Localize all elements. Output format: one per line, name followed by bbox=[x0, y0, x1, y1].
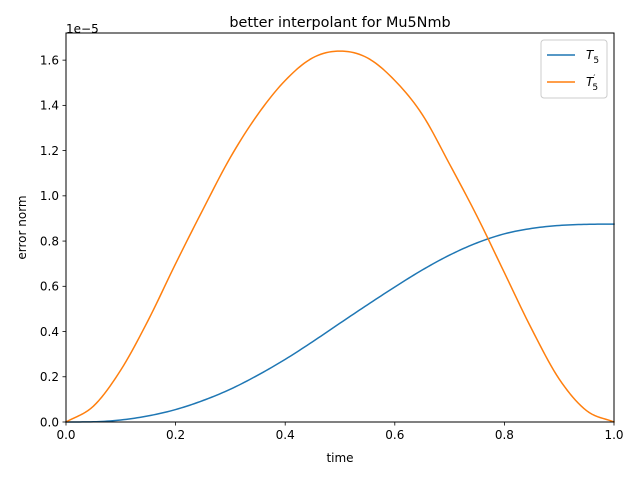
chart-title: better interpolant for Mu5Nmb bbox=[229, 15, 450, 31]
y-tick-label: 0.0 bbox=[40, 415, 59, 429]
x-tick-label: 1.0 bbox=[604, 428, 623, 442]
x-tick-label: 0.4 bbox=[276, 428, 295, 442]
y-tick-label: 0.2 bbox=[40, 370, 59, 384]
y-tick-label: 1.0 bbox=[40, 189, 59, 203]
y-axis-label: error norm bbox=[15, 195, 29, 259]
y-tick-label: 0.6 bbox=[40, 280, 59, 294]
y-offset-label: 1e−5 bbox=[66, 22, 99, 36]
y-tick-label: 0.8 bbox=[40, 234, 59, 248]
x-tick-label: 0.8 bbox=[495, 428, 514, 442]
x-tick-label: 0.0 bbox=[56, 428, 75, 442]
y-tick-label: 0.4 bbox=[40, 325, 59, 339]
x-tick-label: 0.2 bbox=[166, 428, 185, 442]
y-tick-label: 1.6 bbox=[40, 53, 59, 67]
y-tick-label: 1.2 bbox=[40, 144, 59, 158]
y-tick-label: 1.4 bbox=[40, 99, 59, 113]
x-axis-label: time bbox=[326, 451, 353, 465]
x-tick-label: 0.6 bbox=[385, 428, 404, 442]
legend: T5T′ 5 bbox=[541, 40, 607, 98]
